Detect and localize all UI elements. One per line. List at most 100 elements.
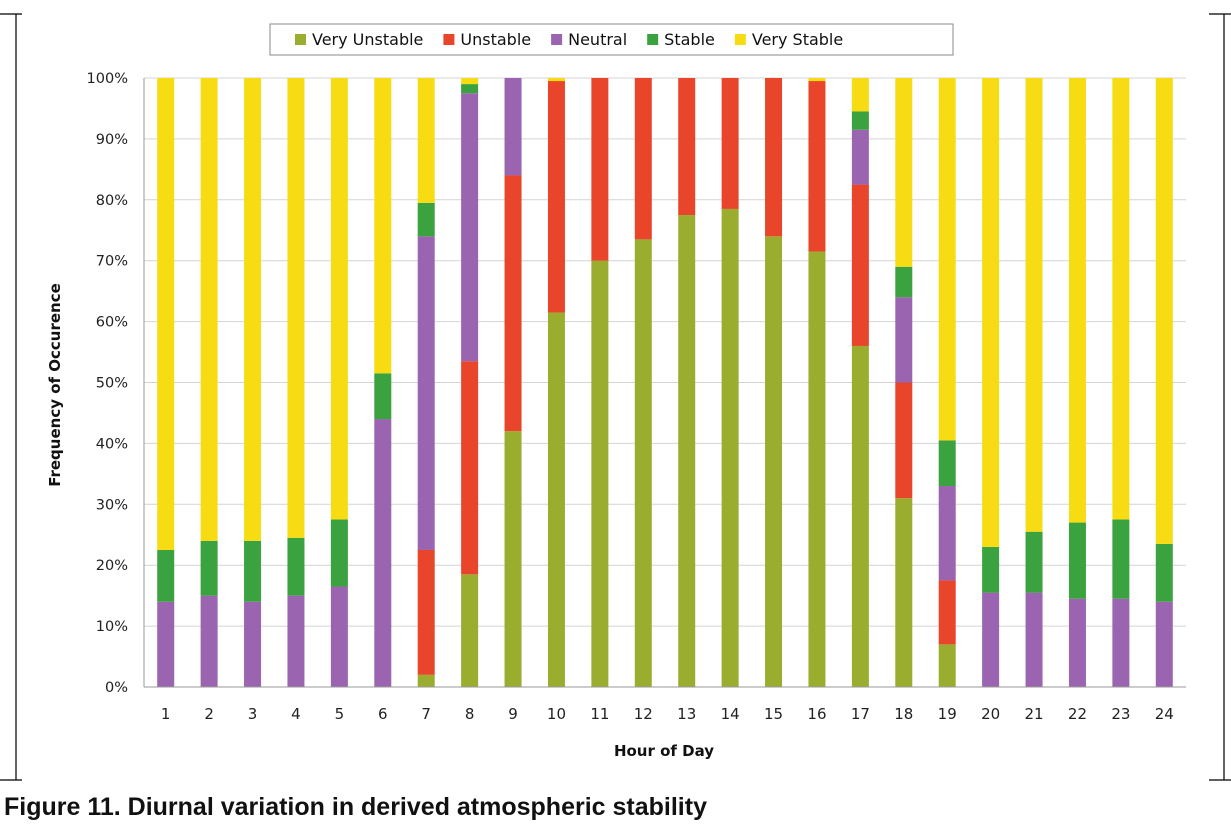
bar-segment <box>982 592 1000 687</box>
bar-segment <box>678 215 696 687</box>
bar-segment <box>938 644 956 687</box>
bar-segment <box>1112 598 1130 687</box>
bar-segment <box>591 78 609 261</box>
y-tick-label: 50% <box>96 376 128 392</box>
bar-segment <box>200 78 218 541</box>
bar-segment <box>851 129 869 185</box>
x-tick-label: 6 <box>378 705 388 723</box>
x-tick-label: 15 <box>764 705 783 723</box>
bar-segment <box>374 419 392 687</box>
bar-segment <box>895 297 913 383</box>
x-tick-label: 10 <box>547 705 566 723</box>
bar-segment <box>374 373 392 420</box>
bar-segment <box>417 674 435 687</box>
legend-swatch <box>551 34 563 45</box>
bar-segment <box>1068 522 1086 599</box>
x-tick-label: 2 <box>204 705 214 723</box>
bar-segment <box>374 78 392 374</box>
bar-segment <box>1025 531 1043 593</box>
legend-box <box>269 23 954 56</box>
y-tick-label: 90% <box>96 132 128 148</box>
bar-segment <box>765 236 783 687</box>
y-tick-label: 0% <box>105 680 128 696</box>
bar-segment <box>938 78 956 441</box>
bar-segment <box>634 239 652 687</box>
bar-segment <box>1068 78 1086 523</box>
x-tick-label: 12 <box>634 705 653 723</box>
bar-segment <box>417 202 435 237</box>
bar-segment <box>765 78 783 237</box>
bar-segment <box>461 574 479 687</box>
bar-segment <box>200 595 218 687</box>
bar-segment <box>504 175 522 432</box>
x-tick-label: 18 <box>894 705 913 723</box>
legend-label: Very Stable <box>752 30 843 49</box>
bar-segment <box>504 431 522 687</box>
x-tick-label: 19 <box>938 705 957 723</box>
bar-segment <box>287 595 305 687</box>
y-tick-label: 10% <box>96 619 128 635</box>
bar-segment <box>504 78 522 176</box>
bar-segment <box>895 266 913 298</box>
bar-segment <box>547 81 565 313</box>
bar-segment <box>200 540 218 596</box>
x-tick-label: 22 <box>1068 705 1087 723</box>
bar-segment <box>157 601 175 687</box>
bar-segment <box>330 78 348 520</box>
bar-segment <box>287 78 305 538</box>
legend-label: Neutral <box>568 30 627 49</box>
axes <box>143 78 1186 688</box>
bars <box>157 78 1173 687</box>
legend-swatch <box>734 34 746 45</box>
legend-label: Unstable <box>460 30 531 49</box>
bar-segment <box>417 549 435 675</box>
y-tick-label: 20% <box>96 558 128 574</box>
bar-segment <box>330 519 348 587</box>
legend: Very Unstable Unstable Neutral Stable Very S… <box>269 23 954 56</box>
bar-segment <box>547 312 565 687</box>
y-tick-label: 30% <box>96 497 128 513</box>
legend-label: Very Unstable <box>312 30 423 49</box>
bar-segment <box>851 111 869 130</box>
bar-segment <box>591 260 609 687</box>
x-tick-label: 3 <box>248 705 258 723</box>
y-axis-title: Frequency of Occurence <box>46 283 64 487</box>
bar-segment <box>461 84 479 94</box>
legend-swatch <box>443 34 455 45</box>
bar-segment <box>1155 543 1173 602</box>
bar-segment <box>678 78 696 216</box>
bar-segment <box>157 549 175 602</box>
bar-segment <box>461 361 479 575</box>
bar-segment <box>895 78 913 267</box>
bar-segment <box>851 345 869 687</box>
frame-corner-marks <box>0 13 1231 781</box>
bar-segment <box>851 78 869 112</box>
bar-segment <box>1068 598 1086 687</box>
bar-segment <box>287 537 305 596</box>
bar-segment <box>244 540 262 602</box>
bar-segment <box>1112 78 1130 520</box>
bar-segment <box>1025 592 1043 687</box>
bar-segment <box>721 78 739 209</box>
bar-segment <box>938 486 956 581</box>
x-tick-label: 5 <box>335 705 345 723</box>
bar-segment <box>1155 78 1173 544</box>
figure-caption: Figure 11. Diurnal variation in derived … <box>4 793 707 821</box>
x-tick-label: 17 <box>851 705 870 723</box>
bar-segment <box>461 93 479 362</box>
bar-segment <box>547 78 565 82</box>
x-tick-label: 16 <box>807 705 826 723</box>
bar-segment <box>1155 601 1173 687</box>
x-axis-title: Hour of Day <box>614 742 714 760</box>
bar-segment <box>1112 519 1130 599</box>
x-tick-label: 8 <box>465 705 475 723</box>
bar-segment <box>982 546 1000 593</box>
bar-segment <box>1025 78 1043 532</box>
bar-segment <box>938 580 956 645</box>
y-tick-label: 80% <box>96 193 128 209</box>
x-tick-label: 4 <box>291 705 301 723</box>
bar-segment <box>938 440 956 487</box>
legend-swatch <box>647 34 659 45</box>
